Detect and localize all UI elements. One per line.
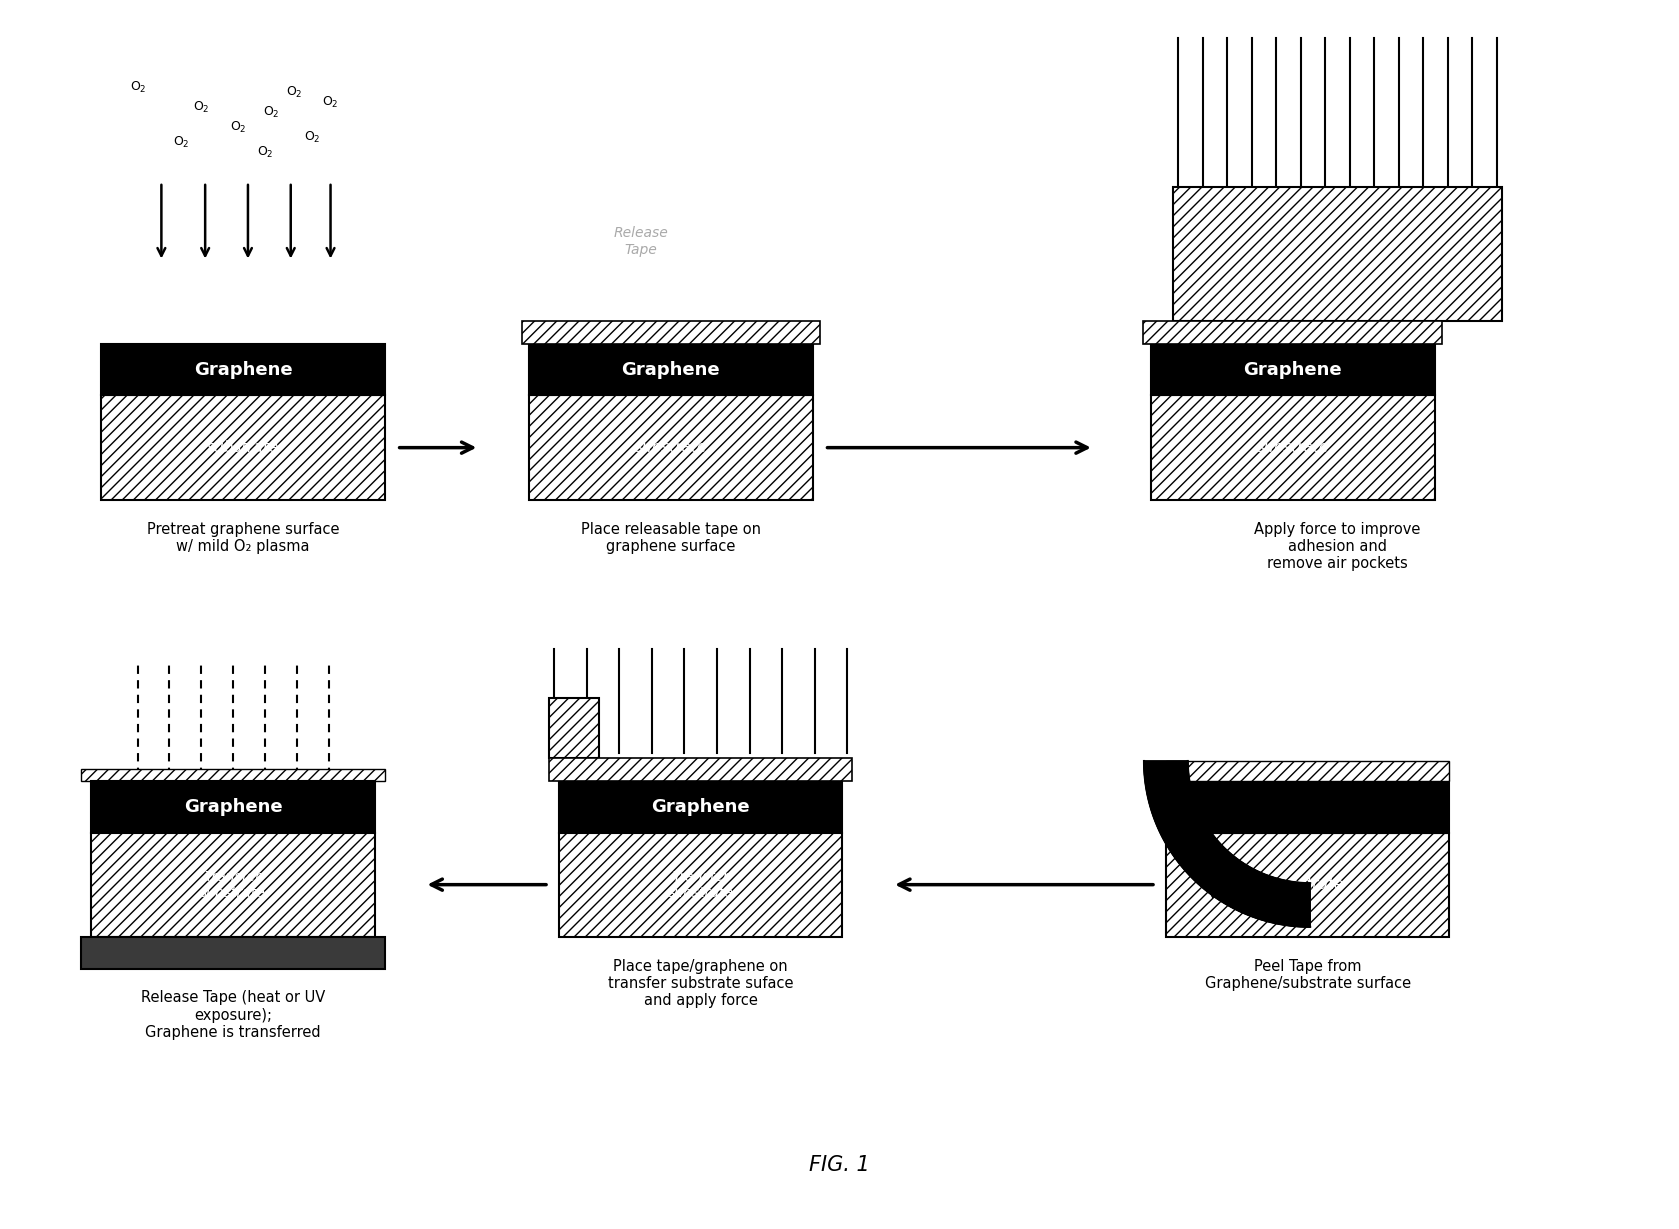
Text: substrate: substrate: [1271, 878, 1343, 892]
Bar: [1143, 321, 1442, 344]
Text: O$_2$: O$_2$: [131, 80, 146, 95]
Text: Transfer
substrate: Transfer substrate: [668, 870, 734, 900]
Text: O$_2$: O$_2$: [287, 85, 302, 100]
Bar: [1174, 187, 1501, 321]
Polygon shape: [1143, 761, 1310, 927]
Bar: [81, 769, 384, 780]
Text: Release
Tape: Release Tape: [613, 226, 668, 257]
Text: Place releasable tape on
graphene surface: Place releasable tape on graphene surfac…: [581, 521, 761, 554]
Bar: [1165, 761, 1449, 780]
Text: Graphene: Graphene: [621, 360, 720, 379]
Text: Release Tape (heat or UV
exposure);
Graphene is transferred: Release Tape (heat or UV exposure); Grap…: [141, 991, 326, 1040]
Text: Transfer
substrate: Transfer substrate: [200, 870, 265, 900]
Text: substrate: substrate: [1256, 440, 1328, 455]
Bar: [101, 396, 384, 500]
Text: O$_2$: O$_2$: [304, 130, 321, 145]
Text: O$_2$: O$_2$: [262, 104, 279, 120]
Polygon shape: [1143, 761, 1310, 927]
Text: Graphene: Graphene: [183, 798, 282, 816]
Text: substrate: substrate: [635, 440, 707, 455]
Bar: [101, 344, 384, 396]
Bar: [559, 780, 843, 832]
Bar: [1165, 780, 1449, 832]
Text: O$_2$: O$_2$: [173, 135, 190, 150]
Text: Graphene: Graphene: [193, 360, 292, 379]
Text: Peel Tape from
Graphene/substrate surface: Peel Tape from Graphene/substrate surfac…: [1204, 959, 1410, 991]
Bar: [91, 780, 374, 832]
Text: FIG. 1: FIG. 1: [809, 1155, 870, 1175]
Bar: [1165, 832, 1449, 936]
Bar: [529, 396, 813, 500]
Text: substrate: substrate: [207, 440, 279, 455]
Text: O$_2$: O$_2$: [193, 100, 210, 116]
Text: Graphene: Graphene: [651, 798, 751, 816]
Bar: [529, 344, 813, 396]
Bar: [91, 832, 374, 936]
Text: O$_2$: O$_2$: [230, 119, 247, 135]
Text: Apply force to improve
adhesion and
remove air pockets: Apply force to improve adhesion and remo…: [1254, 521, 1420, 571]
Text: Pretreat graphene surface
w/ mild O₂ plasma: Pretreat graphene surface w/ mild O₂ pla…: [146, 521, 339, 554]
Bar: [1150, 344, 1434, 396]
Bar: [549, 698, 599, 758]
Bar: [559, 832, 843, 936]
Text: O$_2$: O$_2$: [257, 145, 274, 160]
Bar: [549, 758, 853, 780]
Bar: [522, 321, 819, 344]
Bar: [81, 936, 384, 968]
Text: O$_2$: O$_2$: [322, 95, 339, 111]
Bar: [1150, 396, 1434, 500]
Text: Place tape/graphene on
transfer substrate suface
and apply force: Place tape/graphene on transfer substrat…: [608, 959, 794, 1009]
Text: Graphene: Graphene: [1244, 360, 1342, 379]
